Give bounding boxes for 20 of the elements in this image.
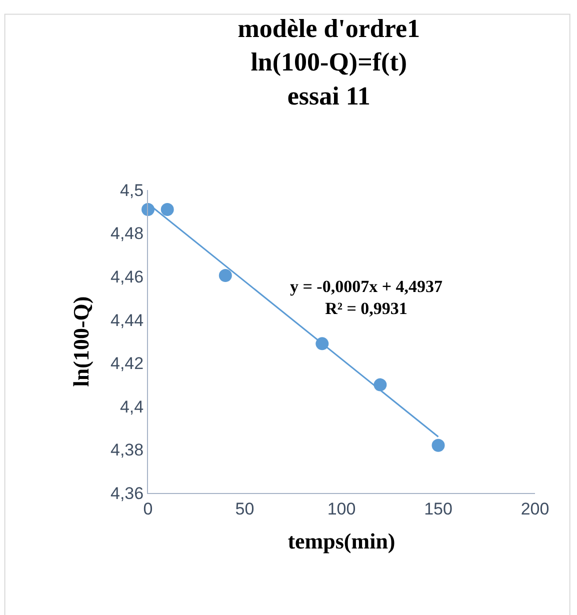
x-tick-label: 0 [143,499,153,518]
x-tick-label: 100 [327,499,356,518]
y-tick-label: 4,46 [110,268,144,287]
y-tick-label: 4,36 [110,484,144,503]
x-tick-label: 150 [424,499,452,518]
annotation: y = -0,0007x + 4,4937 R² = 0,9931 [290,277,444,318]
chart-title: modèle d'ordre1 ln(100-Q)=f(t) essai 11 [238,14,420,110]
y-tick-label: 4,42 [110,354,144,374]
x-tick-label: 50 [235,499,254,518]
y-axis-title: ln(100-Q) [68,296,94,387]
y-tick-label: 4,44 [110,310,144,330]
y-tick-label: 4,5 [120,180,144,200]
point [432,438,445,452]
point [218,268,232,282]
point [160,202,174,216]
x-axis-title: temps(min) [288,528,396,554]
y-tick-label: 4,48 [110,224,144,244]
y-tick-label: 4,4 [120,397,144,416]
x-tick-label: 200 [520,499,550,518]
y-tick-label: 4,38 [110,440,144,460]
